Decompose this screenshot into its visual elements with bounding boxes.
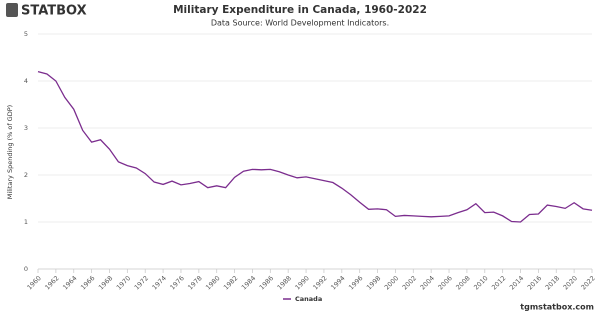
x-tick-label: 2018: [544, 274, 561, 291]
x-tick-label: 1964: [61, 274, 78, 291]
x-tick-label: 1974: [151, 274, 168, 291]
x-tick-label: 2020: [562, 274, 579, 291]
x-tick-label: 1984: [240, 274, 257, 291]
x-tick-label: 2002: [401, 274, 418, 291]
x-tick-label: 1968: [97, 274, 114, 291]
logo: STATBOX: [21, 4, 87, 19]
x-tick-label: 1988: [276, 274, 293, 291]
y-tick-label: 5: [24, 30, 28, 38]
x-tick-label: 1978: [186, 274, 203, 291]
x-tick-label: 1994: [329, 274, 346, 291]
x-tick-label: 1966: [79, 274, 96, 291]
logo-icon: [6, 3, 18, 17]
x-tick-label: 1972: [133, 274, 150, 291]
x-tick-label: 2022: [579, 274, 596, 291]
y-tick-label: 1: [24, 218, 28, 226]
chart-subtitle: Data Source: World Development Indicator…: [211, 19, 389, 28]
x-tick-label: 2000: [383, 274, 400, 291]
x-tick-label: 1982: [222, 274, 239, 291]
x-tick-label: 1970: [115, 274, 132, 291]
x-tick-label: 2014: [508, 274, 525, 291]
x-tick-label: 2010: [472, 274, 489, 291]
x-tick-label: 1976: [168, 274, 185, 291]
x-tick-label: 1960: [25, 274, 42, 291]
x-tick-label: 1986: [258, 274, 275, 291]
x-tick-label: 1998: [365, 274, 382, 291]
x-tick-label: 2006: [437, 274, 454, 291]
y-tick-label: 0: [24, 265, 28, 273]
y-tick-label: 3: [24, 124, 28, 132]
y-tick-label: 4: [24, 77, 28, 85]
x-tick-label: 1992: [311, 274, 328, 291]
footer: tgmstatbox.com: [520, 303, 594, 312]
x-tick-label: 2012: [490, 274, 507, 291]
x-tick-label: 2004: [419, 274, 436, 291]
chart-title: Military Expenditure in Canada, 1960-202…: [173, 4, 427, 16]
legend-label: Canada: [295, 295, 322, 303]
x-tick-label: 2008: [454, 274, 471, 291]
data-line: [37, 70, 593, 223]
y-axis-label: Military Spending (% of GDP): [6, 105, 14, 199]
x-tick-label: 1996: [347, 274, 364, 291]
x-tick-label: 1962: [43, 274, 60, 291]
x-tick-label: 1990: [294, 274, 311, 291]
y-tick-label: 2: [24, 171, 28, 179]
x-tick-label: 1980: [204, 274, 221, 291]
x-tick-label: 2016: [526, 274, 543, 291]
